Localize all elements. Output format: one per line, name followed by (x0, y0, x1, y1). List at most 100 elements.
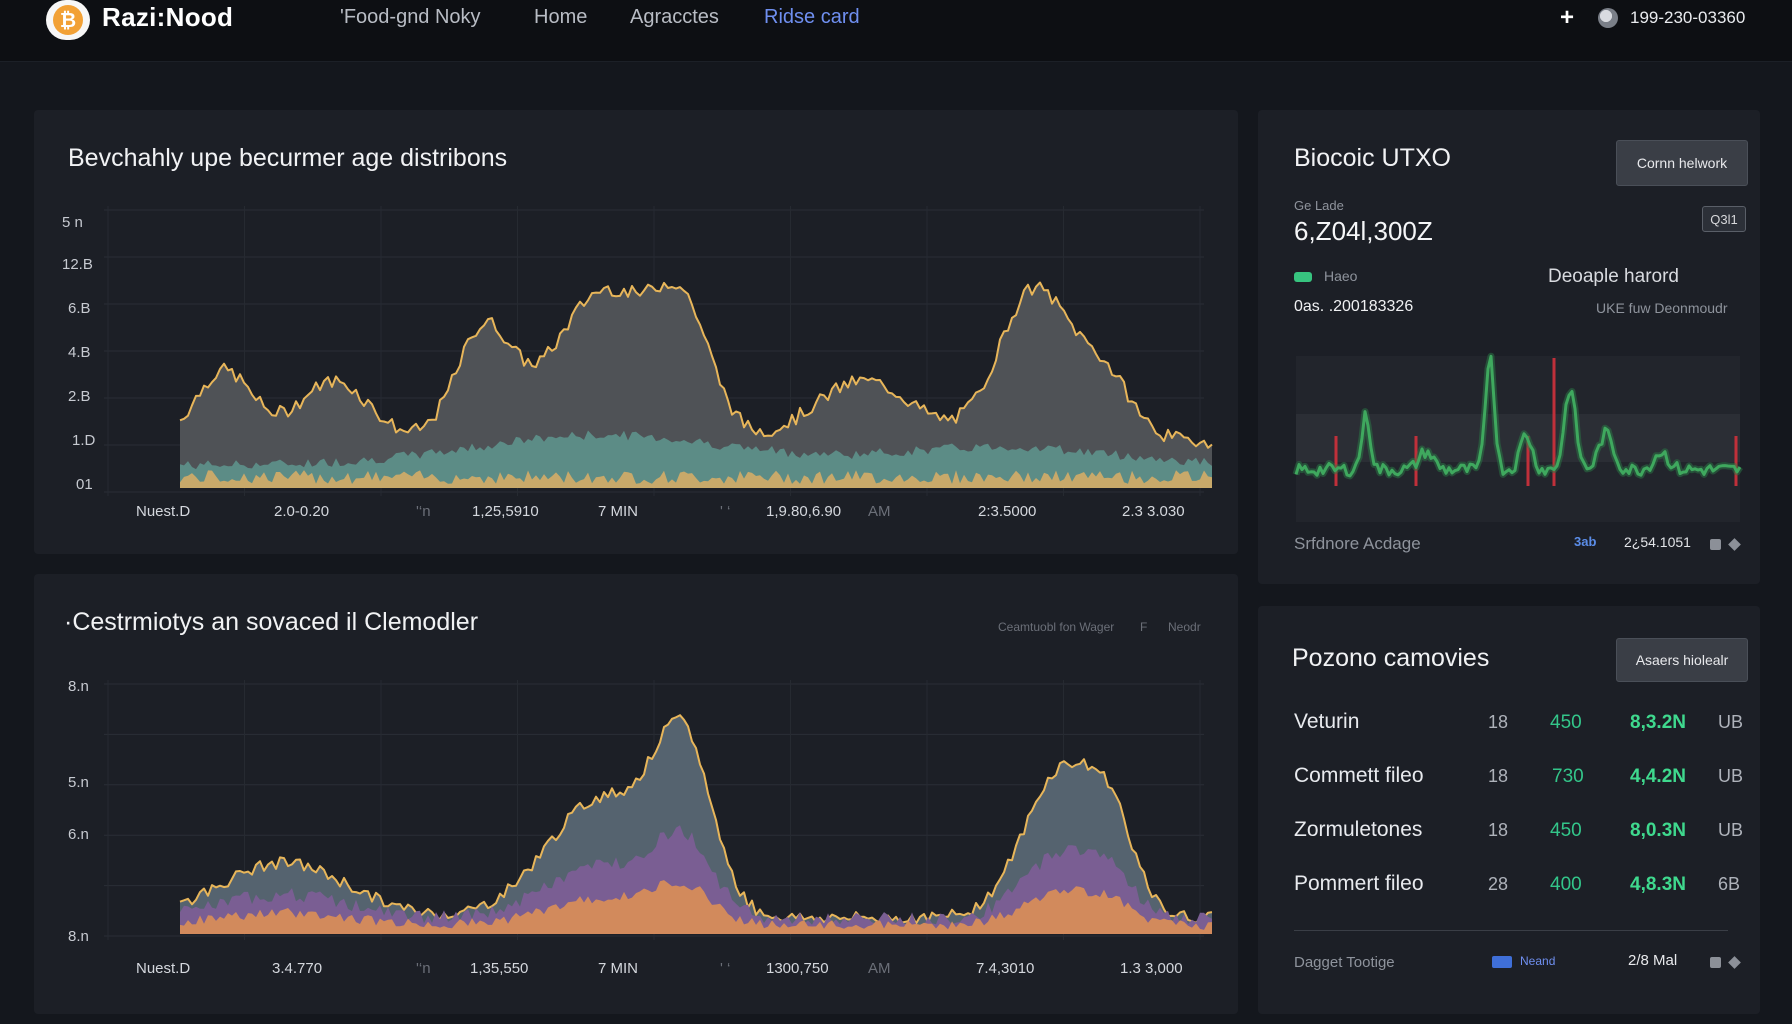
badge-icon (1492, 956, 1512, 968)
utxo-value: 6,Z04l,300Z (1294, 216, 1433, 246)
row-num: 18 (1488, 766, 1509, 786)
plus-icon[interactable]: + (1560, 4, 1575, 31)
x-tick: AM (868, 960, 891, 977)
diamond-icon[interactable] (1728, 538, 1741, 551)
series-top-line (179, 714, 1213, 925)
x-tick: ' ‘ (720, 960, 731, 977)
legend-label: Haeo (1324, 268, 1358, 284)
panel-title: Bevchahly upe becurmer age distribons (68, 144, 508, 172)
assets-holder-button[interactable]: Asaers hiolealr (1616, 638, 1748, 682)
utxo-panel: Biocoic UTXO Cornn helwork Ge Lade 6,Z04… (1258, 110, 1760, 584)
diamond-icon[interactable] (1728, 956, 1741, 969)
x-tick: 1,35,550 (470, 960, 529, 977)
utxo-sparkline-chart (1292, 352, 1743, 522)
x-tick: 2.0-0.20 (274, 503, 330, 520)
row-num: 18 (1488, 820, 1509, 840)
row-green: 400 (1550, 874, 1582, 895)
y-tick: 6.B (68, 300, 91, 317)
row-value: 8,3.2N (1630, 712, 1686, 733)
row-label: Zormuletones (1294, 818, 1423, 841)
legend-extra: Neodr (1168, 620, 1201, 634)
period-tag[interactable]: Q3l1 (1702, 206, 1746, 232)
row-label: Commett fileo (1294, 764, 1424, 787)
y-tick: 8.n (68, 678, 89, 695)
y-tick: 1.D (72, 432, 96, 449)
avatar[interactable] (1598, 8, 1618, 28)
green-line (1294, 354, 1742, 478)
y-tick: 6.n (68, 826, 89, 843)
brand-name[interactable]: Razi:Nood (102, 2, 234, 32)
y-tick: 5.n (68, 774, 89, 791)
legend-swatch (1294, 272, 1312, 282)
y-tick: 12.B (62, 256, 93, 273)
row-unit: 6B (1718, 874, 1741, 894)
series-top-line (179, 281, 1213, 449)
cost-models-panel: ·Cestrmiotys an sovaced il Clemodler Cea… (34, 574, 1238, 1014)
row-value: 4,8.3N (1630, 874, 1686, 895)
small-value: 0as. .200183326 (1294, 298, 1414, 315)
nav-item-ridse-card[interactable]: Ridse card (764, 6, 860, 28)
footer-badge[interactable]: Neand (1520, 954, 1556, 968)
nav-item-home[interactable]: Home (534, 6, 588, 28)
row-green: 730 (1552, 766, 1584, 787)
panel-title: ·Cestrmiotys an sovaced il Clemodler (64, 608, 479, 636)
x-tick: 7 MIN (598, 960, 639, 977)
y-tick: 5 n (62, 214, 83, 231)
panel-title: Pozono camovies (1292, 644, 1490, 672)
x-tick: Nuest.D (136, 960, 191, 977)
footer-value: 2¿54.1051 (1624, 534, 1691, 550)
logo[interactable]: ₿ (46, 0, 90, 40)
y-tick: 4.B (68, 344, 91, 361)
x-tick: 1300,750 (766, 960, 829, 977)
connect-network-button[interactable]: Cornn helwork (1616, 140, 1748, 186)
row-label: Veturin (1294, 710, 1360, 733)
series-top-fill (180, 715, 1212, 934)
x-tick: 7 MIN (598, 503, 639, 520)
nav-item-food[interactable]: 'Food-gnd Noky (340, 6, 481, 28)
y-tick: 8.n (68, 928, 89, 945)
square-icon[interactable] (1710, 957, 1721, 968)
footer-label: Srfdnore Acdage (1294, 534, 1421, 553)
x-tick: 1.3 3,000 (1120, 960, 1183, 977)
row-num: 18 (1488, 712, 1509, 732)
x-tick: 2:3.5000 (978, 503, 1037, 520)
footer-label: Dagget Tootige (1294, 954, 1395, 971)
x-tick: 2.3 3.030 (1122, 503, 1185, 520)
legend-box[interactable]: F (1140, 620, 1148, 634)
row-num: 28 (1488, 874, 1509, 894)
x-tick: 3.4.770 (272, 960, 323, 977)
row-unit: UB (1718, 820, 1744, 840)
age-distribution-chart (104, 206, 1213, 496)
row-label: Pommert fileo (1294, 872, 1424, 895)
series-low-fill (180, 470, 1212, 488)
footer-value: 2/8 Mal (1628, 952, 1678, 969)
positions-panel: Pozono camovies Asaers hiolealr Veturin … (1258, 606, 1760, 1014)
series-mid-fill (180, 430, 1212, 488)
row-unit: UB (1718, 712, 1744, 732)
right-label: Deoaple harord (1548, 266, 1679, 287)
row-value: 4,4.2N (1630, 766, 1686, 787)
footer-badge[interactable]: 3ab (1574, 534, 1597, 549)
row-green: 450 (1550, 820, 1582, 841)
y-tick: 2.B (68, 388, 91, 405)
series-mid-fill (180, 825, 1212, 934)
nav-item-agracctes[interactable]: Agracctes (630, 6, 719, 28)
bitcoin-icon: ₿ (53, 5, 83, 35)
row-value: 8,0.3N (1630, 820, 1686, 841)
x-tick: 1,9.80,6.90 (766, 503, 842, 520)
series-low-fill (180, 880, 1212, 934)
sub-label: Ge Lade (1294, 198, 1344, 213)
phone-number: 199-230-03360 (1630, 8, 1746, 27)
chart-legend-text: Ceamtuobl fon Wager (998, 620, 1115, 634)
y-tick: 01 (76, 476, 93, 493)
x-tick: ' ‘ (720, 503, 731, 520)
panel-title: Biocoic UTXO (1294, 144, 1451, 172)
right-sub: UKE fuw Deonmoudr (1596, 300, 1728, 316)
cost-models-chart (104, 680, 1213, 940)
square-icon[interactable] (1710, 539, 1721, 550)
x-tick: AM (868, 503, 891, 520)
series-top-fill (180, 282, 1212, 488)
row-green: 450 (1550, 712, 1582, 733)
x-tick: 1,25,5910 (472, 503, 539, 520)
row-unit: UB (1718, 766, 1744, 786)
